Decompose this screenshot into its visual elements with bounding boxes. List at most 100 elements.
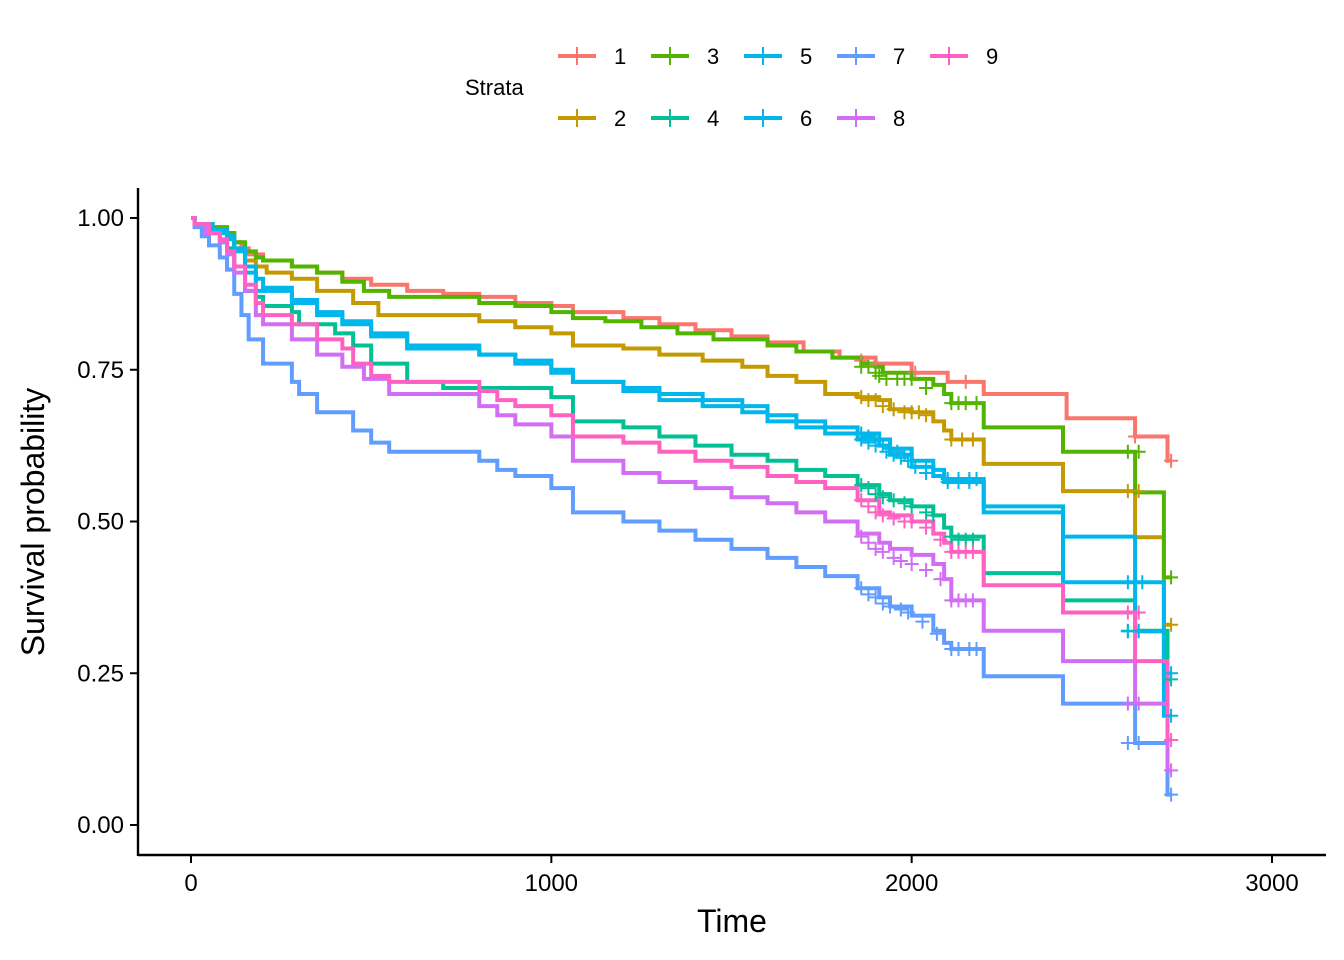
legend-item-4: 4 — [651, 106, 719, 131]
y-tick-label: 1.00 — [77, 205, 124, 232]
censor-mark-6 — [919, 465, 934, 480]
censor-mark-6 — [1131, 624, 1146, 639]
censor-mark-7 — [1131, 736, 1146, 751]
legend-item-2: 2 — [558, 106, 626, 131]
x-tick-label: 3000 — [1245, 870, 1298, 897]
censor-mark-3 — [1131, 444, 1146, 459]
censor-mark-7 — [901, 605, 916, 620]
censor-mark-2 — [965, 432, 980, 447]
x-axis-title: Time — [697, 903, 767, 939]
y-tick-label: 0.25 — [77, 660, 124, 687]
censor-mark-3 — [969, 396, 984, 411]
censor-mark-8 — [854, 529, 869, 544]
legend-title: Strata — [465, 75, 524, 100]
censor-mark-1 — [958, 374, 973, 389]
censor-mark-7 — [854, 581, 869, 596]
legend-item-1: 1 — [558, 44, 626, 69]
censor-mark-8 — [965, 593, 980, 608]
survival-curve-9 — [191, 216, 1172, 743]
censor-mark-5 — [883, 441, 898, 456]
legend-label: 9 — [986, 44, 998, 69]
censor-mark-8 — [919, 563, 934, 578]
censor-mark-8 — [893, 553, 908, 568]
censor-mark-4 — [868, 487, 883, 502]
censor-mark-9 — [886, 511, 901, 526]
censor-mark-4 — [904, 499, 919, 514]
censor-mark-9 — [1164, 733, 1179, 748]
legend-label: 1 — [614, 44, 626, 69]
censor-mark-3 — [868, 365, 883, 380]
censor-mark-3 — [1164, 570, 1179, 585]
censor-mark-3 — [861, 359, 876, 374]
censor-mark-6 — [962, 475, 977, 490]
censor-mark-6 — [861, 435, 876, 450]
censor-mark-4 — [861, 481, 876, 496]
censor-mark-5 — [1164, 666, 1179, 681]
censor-mark-4 — [854, 478, 869, 493]
survival-curve-3 — [191, 216, 1172, 580]
censor-mark-9 — [854, 493, 869, 508]
y-axis-title: Survival probability — [15, 388, 51, 657]
censor-mark-8 — [868, 541, 883, 556]
censor-mark-3 — [904, 371, 919, 386]
censor-mark-5 — [1120, 575, 1135, 590]
censor-mark-9 — [875, 508, 890, 523]
censor-mark-4 — [926, 508, 941, 523]
censor-mark-3 — [919, 380, 934, 395]
censor-mark-7 — [1164, 787, 1179, 802]
censor-mark-6 — [868, 438, 883, 453]
censor-mark-5 — [969, 472, 984, 487]
censor-mark-2 — [919, 408, 934, 423]
censor-mark-9 — [904, 514, 919, 529]
censor-mark-7 — [969, 641, 984, 656]
legend-item-6: 6 — [744, 106, 812, 131]
censor-mark-4 — [897, 496, 912, 511]
y-tick-label: 0.75 — [77, 357, 124, 384]
x-tick-label: 1000 — [525, 870, 578, 897]
survival-curve-7 — [191, 216, 1172, 797]
x-tick-label: 0 — [184, 870, 197, 897]
x-tick-label: 2000 — [885, 870, 938, 897]
legend-label: 4 — [707, 106, 719, 131]
legend-item-7: 7 — [837, 44, 905, 69]
censor-mark-2 — [911, 405, 926, 420]
legend-label: 8 — [893, 106, 905, 131]
censor-mark-7 — [883, 599, 898, 614]
censor-mark-1 — [1164, 453, 1179, 468]
plot-area — [191, 216, 1179, 802]
censor-mark-4 — [886, 493, 901, 508]
censor-mark-7 — [929, 626, 944, 641]
legend-label: 7 — [893, 44, 905, 69]
censor-mark-8 — [886, 550, 901, 565]
legend-label: 3 — [707, 44, 719, 69]
y-tick-label: 0.50 — [77, 509, 124, 536]
censor-mark-2 — [1131, 484, 1146, 499]
censor-mark-6 — [901, 453, 916, 468]
censor-mark-2 — [875, 399, 890, 414]
censor-mark-2 — [854, 390, 869, 405]
censor-mark-9 — [868, 505, 883, 520]
axes: 0 1000 2000 3000 0.00 0.25 0.50 0.75 1.00 — [77, 188, 1326, 897]
censor-mark-5 — [1135, 575, 1150, 590]
censor-mark-9 — [933, 532, 948, 547]
censor-mark-9 — [919, 520, 934, 535]
legend-label: 5 — [800, 44, 812, 69]
censor-mark-3 — [872, 368, 887, 383]
legend: Strata 1 2 3 4 5 6 7 8 9 — [465, 44, 998, 131]
censor-mark-4 — [965, 532, 980, 547]
censor-mark-7 — [915, 614, 930, 629]
censor-mark-1 — [1128, 429, 1143, 444]
censor-mark-4 — [944, 529, 959, 544]
censor-mark-2 — [886, 402, 901, 417]
censor-mark-2 — [1164, 617, 1179, 632]
censor-mark-9 — [1131, 605, 1146, 620]
censor-mark-6 — [893, 450, 908, 465]
legend-item-3: 3 — [651, 44, 719, 69]
censor-mark-7 — [861, 587, 876, 602]
censor-mark-1 — [908, 365, 923, 380]
censor-mark-8 — [875, 544, 890, 559]
censor-mark-7 — [868, 590, 883, 605]
censor-mark-4 — [919, 505, 934, 520]
censor-mark-7 — [893, 602, 908, 617]
